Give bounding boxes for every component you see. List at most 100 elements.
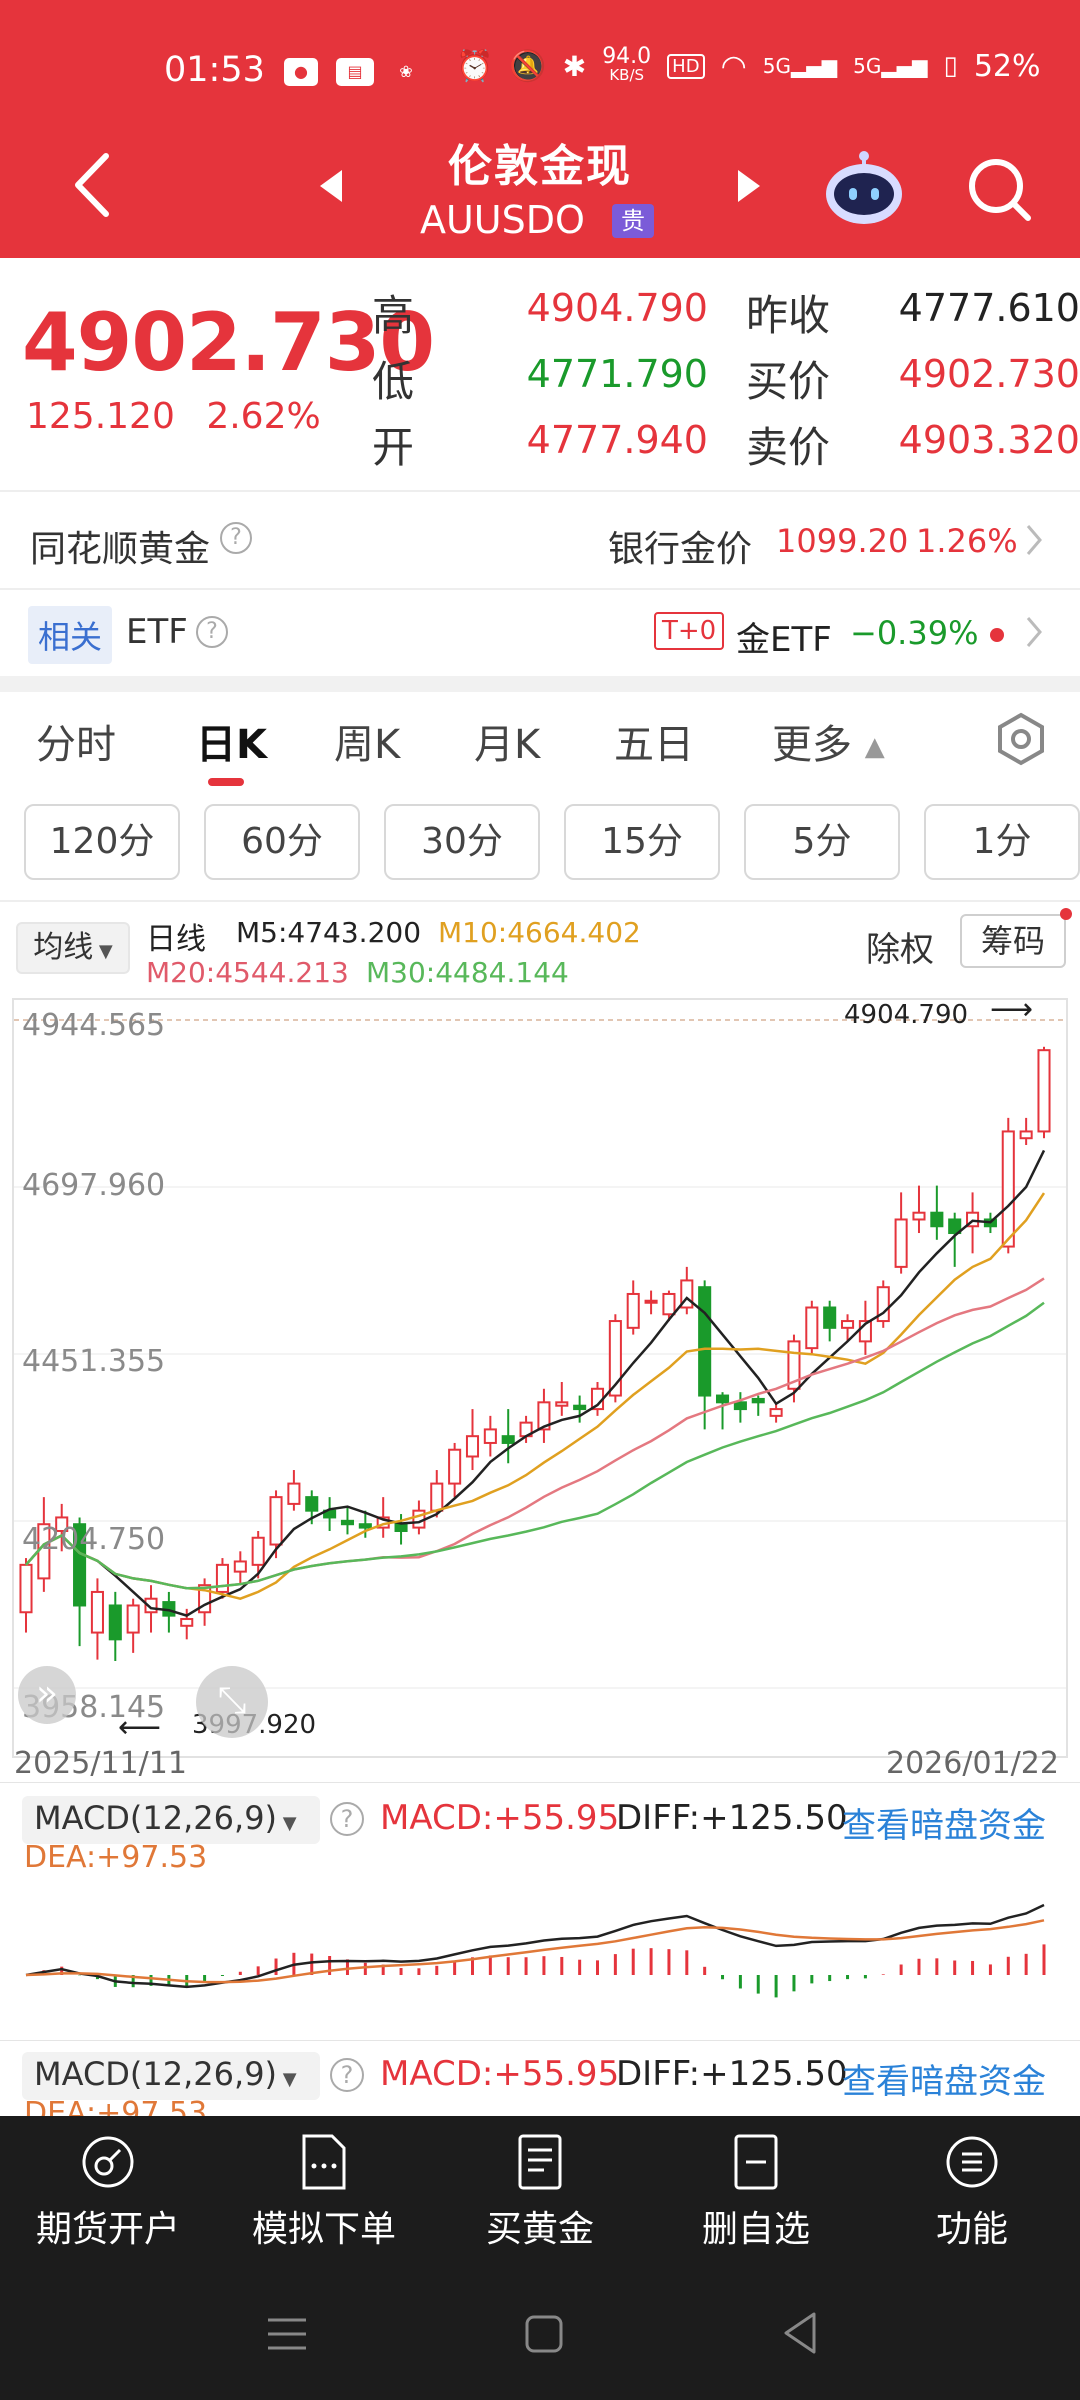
candle-body (912, 1211, 926, 1221)
tab-more[interactable]: 更多 ▲ (772, 712, 885, 770)
candle-body (233, 1560, 247, 1573)
tab-monthly-k[interactable]: 月K (474, 722, 541, 768)
macd-chart[interactable] (12, 1880, 1068, 2030)
app-notify-icon: ● (284, 58, 318, 86)
status-right: ⏰ 🔕 ✱ 94.0 KB/S HD ◠ 5G▂▄▆ 5G▂▄▆ ▯ 52% (456, 46, 1041, 85)
period-15min[interactable]: 15分 (564, 804, 720, 880)
macd-select-label: MACD(12,26,9) (34, 1799, 278, 1837)
help-icon[interactable]: ? (196, 616, 228, 648)
etf-name: 金ETF (736, 620, 832, 660)
candle-body (501, 1435, 515, 1444)
high-value: 4904.790 (526, 286, 708, 330)
tab-weekly-k[interactable]: 周K (334, 722, 401, 768)
system-back-icon[interactable] (780, 2310, 820, 2356)
help-icon[interactable]: ? (330, 1802, 364, 1836)
dark-pool-link[interactable]: 查看暗盘资金 (842, 1806, 1046, 1846)
app-header: 01:53 ● ▤ ❀ ⏰ 🔕 ✱ 94.0 KB/S HD ◠ 5G▂▄▆ 5… (0, 0, 1080, 258)
bank-gold-price: 1099.20 (776, 522, 909, 560)
period-120min[interactable]: 120分 (24, 804, 180, 880)
candle-body (555, 1401, 569, 1407)
tab-intraday[interactable]: 分时 (36, 722, 116, 768)
candle-body (1019, 1130, 1033, 1140)
bluetooth-icon: ✱ (562, 49, 587, 83)
period-60min[interactable]: 60分 (204, 804, 360, 880)
gold-row-label: 同花顺黄金 (30, 529, 211, 570)
price-change: 125.120 2.62% (26, 396, 321, 437)
dropdown-icon: ▼ (93, 941, 113, 962)
chevron-right-icon (1026, 617, 1042, 647)
remove-watchlist-icon (734, 2134, 778, 2190)
candle-body (90, 1590, 104, 1634)
chips-button[interactable]: 筹码 (960, 914, 1066, 968)
candle-body (483, 1428, 497, 1444)
chart-settings-icon[interactable] (994, 712, 1048, 766)
battery-level: 52% (973, 48, 1041, 84)
candle-body (55, 1516, 69, 1532)
divider (0, 490, 1080, 492)
huawei-notify-icon: ❀ (399, 62, 413, 81)
period-5min[interactable]: 5分 (744, 804, 900, 880)
ma10-value: M10:4664.402 (438, 916, 641, 949)
hd-icon: HD (667, 53, 705, 79)
candle-body (715, 1394, 730, 1404)
nav-label: 期货开户 (35, 2209, 180, 2250)
system-menu-icon[interactable] (266, 2314, 308, 2354)
dea-line (25, 1919, 1045, 1984)
collapse-button[interactable]: » (18, 1666, 76, 1724)
category-tag: 贵 (612, 204, 654, 238)
candle-body (787, 1340, 801, 1390)
ask-value: 4903.320 (898, 418, 1080, 462)
last-price: 4902.730 (22, 296, 435, 389)
candle-body (769, 1408, 783, 1417)
ask-label: 卖价 (746, 423, 831, 472)
related-tag: 相关 (28, 606, 113, 664)
search-icon[interactable] (966, 156, 1032, 222)
simulated-order-icon (302, 2134, 346, 2190)
ma-period: 日线 (146, 922, 206, 957)
tab-daily-k[interactable]: 日K (196, 722, 267, 768)
candle-body (698, 1286, 712, 1397)
etf-row[interactable]: 相关 ETF ? T+0 金ETF −0.39% (0, 590, 1080, 676)
candle-body (608, 1320, 622, 1397)
kline-chart[interactable] (12, 998, 1068, 1758)
dark-pool-link-2[interactable]: 查看暗盘资金 (842, 2062, 1046, 2102)
candle-body (198, 1584, 212, 1614)
candle-body (19, 1563, 33, 1614)
dea-value: DEA:+97.53 (24, 1840, 208, 1875)
candle-body (894, 1218, 908, 1268)
candle-body (73, 1523, 87, 1607)
help-icon[interactable]: ? (220, 522, 252, 554)
y-tick-label: 4204.750 (22, 1522, 166, 1557)
gold-row[interactable]: 同花顺黄金 ? 银行金价 1099.20 1.26% (0, 492, 1080, 588)
robot-assistant-icon[interactable] (822, 150, 906, 226)
macd-select[interactable]: MACD(12,26,9) ▼ (22, 1796, 320, 1844)
status-bar: 01:53 ● ▤ ❀ ⏰ 🔕 ✱ 94.0 KB/S HD ◠ 5G▂▄▆ 5… (0, 46, 1080, 98)
functions-icon (946, 2136, 998, 2188)
period-1min[interactable]: 1分 (924, 804, 1080, 880)
period-30min[interactable]: 30分 (384, 804, 540, 880)
bid-label: 买价 (746, 357, 831, 406)
bank-gold-pct: 1.26% (916, 522, 1018, 560)
open-value: 4777.940 (526, 418, 708, 462)
y-tick-label: 4451.355 (22, 1344, 166, 1379)
fullscreen-button[interactable]: ⤡ (196, 1666, 268, 1738)
tab-more-label: 更多 (772, 722, 852, 768)
prev-instrument-icon[interactable] (316, 166, 346, 206)
tab-five-day[interactable]: 五日 (614, 722, 694, 768)
candle-body (287, 1482, 301, 1505)
candle-body (430, 1482, 444, 1512)
signal-5g-icon: 5G▂▄▆ (762, 54, 838, 78)
x-end-label: 2026/01/22 (886, 1746, 1059, 1781)
mute-icon: 🔕 (509, 48, 547, 84)
ma-select[interactable]: 均线 ▼ (16, 922, 130, 974)
candle-body (805, 1306, 819, 1350)
system-home-icon[interactable] (524, 2314, 564, 2354)
ma30-line (25, 1301, 1045, 1590)
help-icon[interactable]: ? (330, 2058, 364, 2092)
next-instrument-icon[interactable] (734, 166, 764, 206)
back-icon[interactable] (70, 150, 116, 220)
exright-toggle[interactable]: 除权 (866, 930, 934, 970)
candle-body (662, 1292, 676, 1316)
t0-tag: T+0 (654, 612, 725, 650)
macd-select-2[interactable]: MACD(12,26,9) ▼ (22, 2052, 320, 2100)
